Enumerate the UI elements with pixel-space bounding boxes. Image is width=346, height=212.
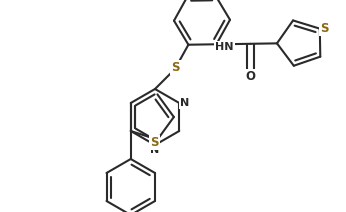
Text: S: S — [320, 22, 329, 35]
Text: N: N — [180, 98, 189, 108]
Text: S: S — [150, 136, 158, 149]
Text: HN: HN — [215, 42, 234, 52]
Text: O: O — [245, 70, 255, 83]
Text: N: N — [151, 145, 160, 155]
Text: S: S — [172, 61, 180, 74]
